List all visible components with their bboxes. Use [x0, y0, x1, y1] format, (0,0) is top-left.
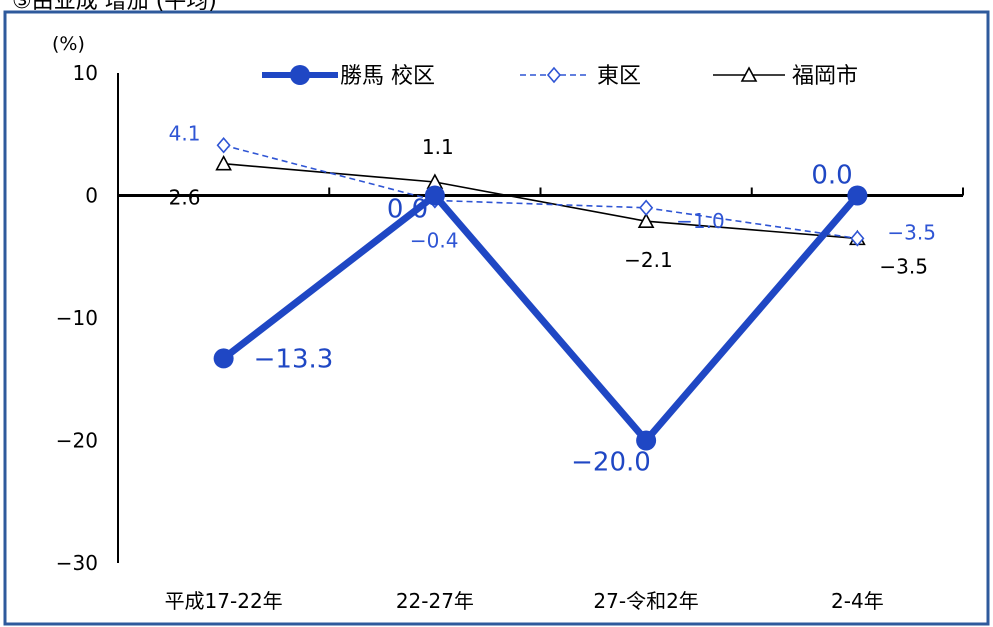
x-category-label: 2-4年: [831, 589, 884, 613]
legend-swatch-marker: [290, 65, 310, 85]
data-label: −1.0: [676, 209, 725, 233]
x-axis: 平成17-22年 22-27年 27-令和2年 2-4年: [118, 187, 964, 613]
data-point-marker: [636, 430, 657, 451]
x-category-label: 22-27年: [396, 589, 474, 613]
y-tick-label: −10: [56, 306, 98, 330]
legend-swatch-marker: [740, 66, 758, 82]
legend-label: 勝馬 校区: [340, 64, 435, 89]
legend: 勝馬 校区 東区 福岡市: [262, 64, 858, 89]
data-label: 0.0: [811, 161, 852, 191]
data-label: 4.1: [169, 121, 201, 145]
data-label: 0.0: [387, 195, 428, 225]
data-point-marker: [637, 212, 655, 229]
data-label: −3.5: [879, 254, 928, 278]
legend-label: 東区: [597, 64, 641, 89]
x-category-label: 平成17-22年: [165, 589, 283, 613]
y-axis: 10 0 −10 −20 −30: [56, 61, 119, 575]
data-label: −3.5: [887, 220, 936, 244]
y-tick-label: 0: [85, 184, 98, 208]
series-0: −13.3 0.0 −20.0 0.0: [213, 161, 868, 478]
series-line: [223, 162, 858, 240]
data-point-marker: [847, 185, 868, 206]
legend-label: 福岡市: [792, 64, 858, 89]
data-label: −20.0: [571, 448, 651, 478]
data-point-marker: [639, 199, 654, 216]
data-label: −0.4: [410, 228, 459, 252]
y-tick-label: 10: [73, 61, 98, 85]
data-point-marker: [215, 154, 232, 171]
series-layer: 2.6 1.1 −2.1 −3.5 4.1 −0.4 −1.0 −3.5 −13.3 0.0 −20…: [169, 121, 936, 477]
series-line: [223, 144, 858, 240]
data-point-marker: [424, 185, 445, 206]
data-label: −2.1: [624, 248, 673, 272]
data-point-marker: [213, 348, 234, 369]
chart-frame: [3, 10, 990, 626]
data-point-marker: [850, 230, 865, 247]
data-label: 1.1: [422, 135, 454, 159]
x-category-label: 27-令和2年: [593, 589, 698, 613]
y-unit-label: (%): [52, 33, 85, 55]
series-1: 4.1 −0.4 −1.0 −3.5: [169, 121, 936, 252]
chart-header-caption: ③由业成 增加 (平均): [12, 0, 217, 14]
series-line: [221, 192, 861, 444]
y-tick-label: −20: [56, 429, 98, 453]
series-2: 2.6 1.1 −2.1 −3.5: [169, 135, 928, 278]
y-tick-label: −30: [56, 551, 98, 575]
data-label: 2.6: [169, 186, 201, 210]
data-label: −13.3: [254, 344, 334, 374]
data-point-marker: [216, 137, 231, 154]
legend-swatch-marker: [546, 66, 562, 84]
